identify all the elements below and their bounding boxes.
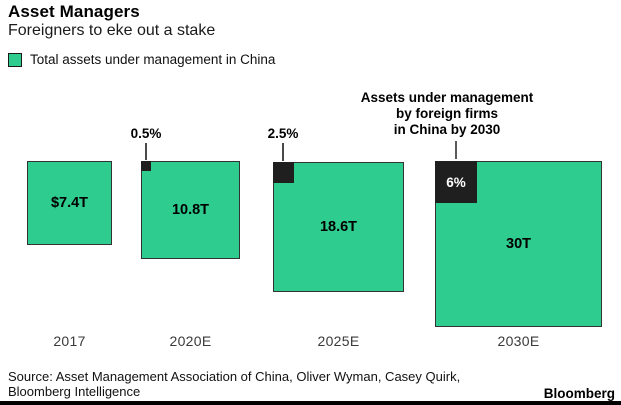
- foreign-share-square-2030: 6%: [435, 161, 477, 203]
- x-label-2030: 2030E: [497, 333, 540, 349]
- legend-label: Total assets under management in China: [30, 52, 276, 67]
- value-label-2025: 18.6T: [319, 219, 358, 235]
- chart-subtitle: Foreigners to eke out a stake: [8, 22, 216, 39]
- value-label-2020: 10.8T: [171, 202, 210, 218]
- legend-swatch-icon: [8, 52, 22, 67]
- chart-title: Asset Managers: [8, 2, 140, 21]
- bloomberg-logo: Bloomberg: [543, 386, 615, 401]
- value-label-2017: $7.4T: [50, 195, 89, 211]
- annotation-line-3: in China by 2030: [393, 122, 501, 137]
- source-line-2: Bloomberg Intelligence: [8, 384, 141, 399]
- share-label-2020: 0.5%: [130, 126, 162, 141]
- source-note: Source: Asset Management Association of …: [8, 369, 460, 399]
- square-2017: $7.4T: [27, 161, 112, 245]
- square-2030: 6% 30T: [435, 161, 602, 327]
- annotation-line-1: Assets under management: [360, 90, 534, 105]
- annotation-leader-line: [455, 141, 457, 159]
- annotation-line-2: by foreign firms: [395, 106, 498, 121]
- square-2020: 10.8T: [141, 161, 240, 259]
- share-label-2025: 2.5%: [267, 126, 299, 141]
- value-label-2030: 30T: [506, 236, 531, 252]
- foreign-share-square-2020: [141, 161, 151, 171]
- legend: Total assets under management in China: [8, 52, 275, 67]
- share-leader-line-2025: [282, 143, 284, 161]
- source-line-1: Source: Asset Management Association of …: [8, 369, 461, 384]
- square-2025: 18.6T: [273, 162, 404, 292]
- x-label-2017: 2017: [53, 333, 86, 349]
- share-label-2030: 6%: [446, 174, 466, 190]
- annotation-foreign-2030: Assets under management by foreign firms…: [337, 90, 557, 138]
- share-leader-line-2020: [145, 143, 147, 160]
- x-label-2020: 2020E: [169, 333, 212, 349]
- x-label-2025: 2025E: [317, 333, 360, 349]
- bottom-bar: [0, 401, 621, 405]
- foreign-share-square-2025: [273, 162, 294, 183]
